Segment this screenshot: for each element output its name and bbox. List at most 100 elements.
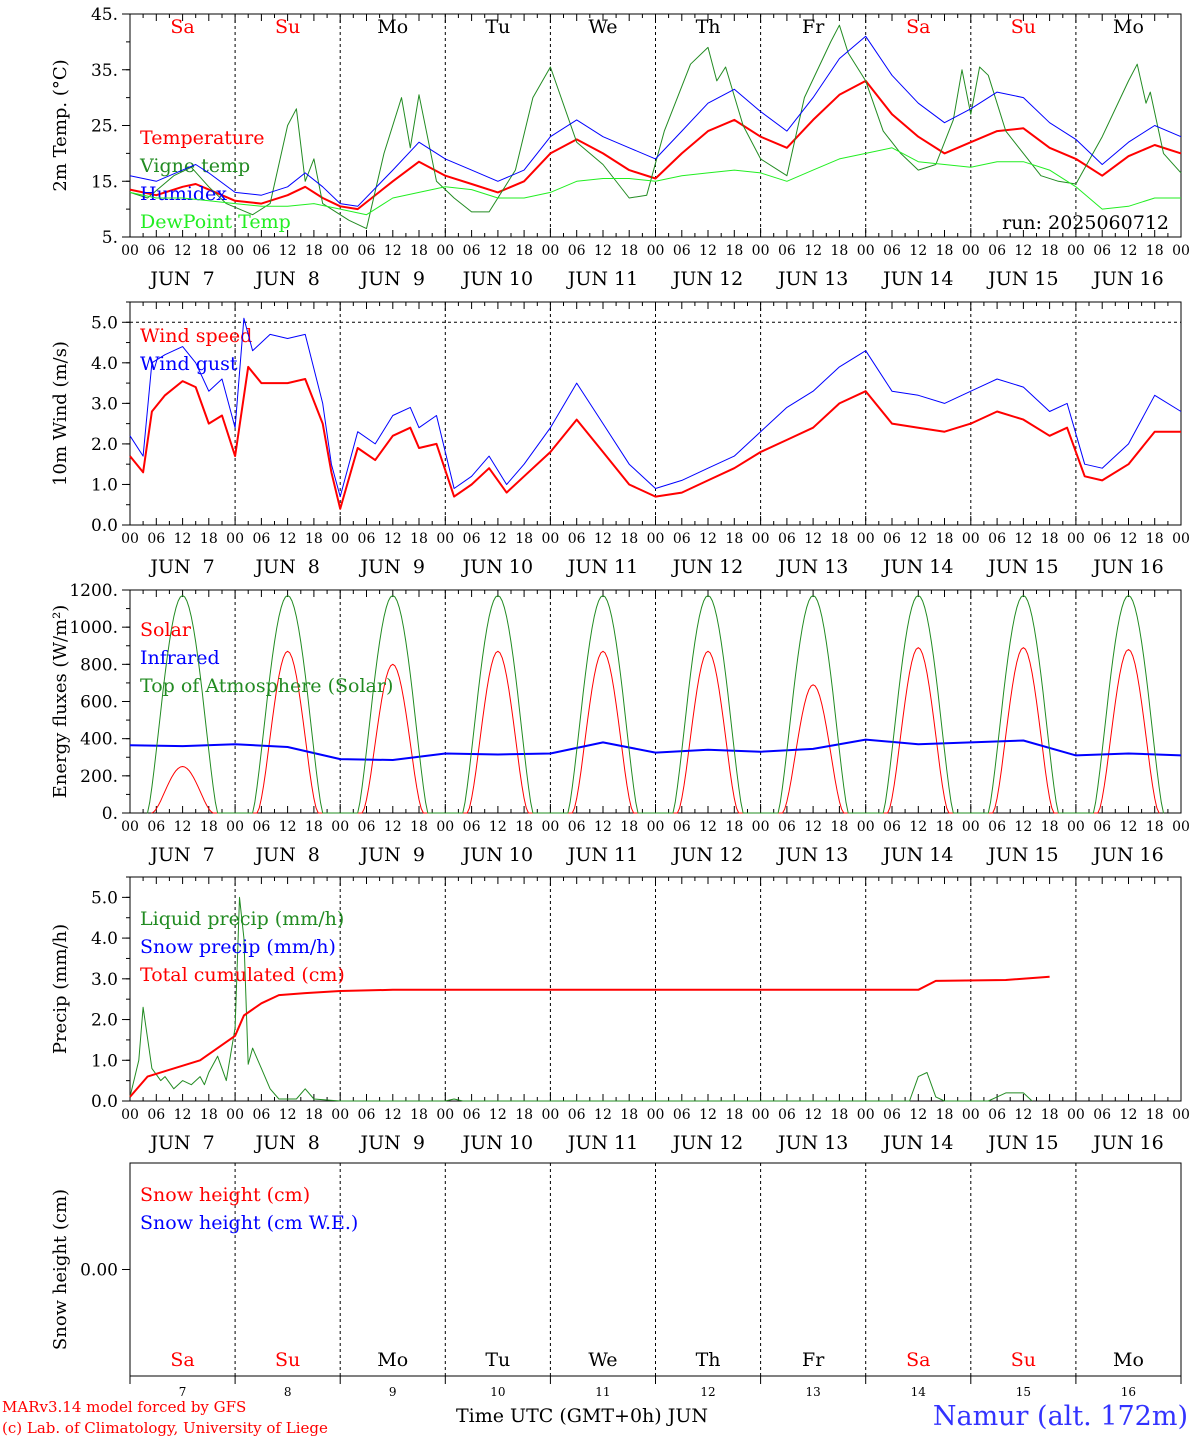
date-label-1-7: JUN 14 [881, 556, 953, 578]
hour-label-0-5-0: 00 [647, 243, 665, 259]
date-label-0-3: JUN 10 [461, 268, 533, 290]
legend-entry-1-0: Wind speed [140, 325, 252, 347]
hour-label-1-4-0: 00 [541, 531, 559, 547]
y-axis-title-3: Precip (mm/h) [50, 924, 71, 1054]
date-label-0-9: JUN 16 [1091, 268, 1163, 290]
hour-label-0-4-0: 00 [541, 243, 559, 259]
hour-label-1-3-2: 12 [489, 531, 507, 547]
y-tick-label-2-0: 0. [102, 804, 118, 824]
y-tick-label-1-1: 1.0 [91, 475, 118, 495]
hour-label-0-2-0: 00 [331, 243, 349, 259]
hour-label-3-7-0: 00 [857, 1107, 875, 1123]
weekday-bottom-4: We [588, 1349, 617, 1371]
date-label-2-3: JUN 10 [461, 844, 533, 866]
date-label-1-3: JUN 10 [461, 556, 533, 578]
date-label-1-6: JUN 13 [776, 556, 848, 578]
date-label-1-9: JUN 16 [1091, 556, 1163, 578]
hour-label-0-2-2: 12 [384, 243, 402, 259]
hour-label-2-4-1: 06 [568, 819, 586, 835]
y-axis-title-4: Snow height (cm) [50, 1189, 71, 1350]
y-tick-label-3-4: 4.0 [91, 929, 118, 949]
hour-label-3-7-3: 18 [936, 1107, 954, 1123]
hour-ticks-0 [129, 14, 1182, 237]
panel-frame-2 [129, 589, 1182, 814]
hour-label-1-6-1: 06 [778, 531, 796, 547]
hour-label-0-1-3: 18 [305, 243, 323, 259]
hour-label-1-8-3: 18 [1041, 531, 1059, 547]
hour-label-1-4-2: 12 [594, 531, 612, 547]
weekday-top-7: Sa [906, 16, 930, 38]
day-number-9: 16 [1121, 1385, 1136, 1399]
weekday-top-5: Th [696, 16, 721, 38]
hour-label-1-3-3: 18 [515, 531, 533, 547]
hour-label-2-6-0: 00 [752, 819, 770, 835]
date-label-3-5: JUN 12 [671, 1132, 743, 1154]
y-tick-label-1-5: 5.0 [91, 313, 118, 333]
legend-entry-0-2: Humidex [140, 183, 227, 205]
series-line-2-1 [129, 738, 1182, 761]
hour-label-1-2-0: 00 [331, 531, 349, 547]
legend-entry-2-1: Infrared [140, 647, 220, 669]
hour-label-3-2-1: 06 [358, 1107, 376, 1123]
date-label-2-4: JUN 11 [566, 844, 638, 866]
hour-label-1-2-3: 18 [410, 531, 428, 547]
hour-label-1-9-2: 12 [1120, 531, 1138, 547]
hour-label-1-5-2: 12 [699, 531, 717, 547]
day-number-7: 14 [911, 1385, 927, 1399]
hour-label-0-9-0: 00 [1067, 243, 1085, 259]
model-credit: MARv3.14 model forced by GFS [2, 1398, 247, 1416]
series-line-0-0 [129, 79, 1182, 211]
date-label-2-0: JUN 7 [148, 844, 214, 866]
hour-label-0-3-0: 00 [436, 243, 454, 259]
hour-label-1-0-2: 12 [174, 531, 192, 547]
hour-label-3-9-3: 18 [1146, 1107, 1164, 1123]
date-label-2-5: JUN 12 [671, 844, 743, 866]
date-label-0-2: JUN 9 [359, 268, 425, 290]
lab-credit: (c) Lab. of Climatology, University of L… [2, 1419, 328, 1437]
hour-label-1-9-3: 18 [1146, 531, 1164, 547]
y-axis-title-1: 10m Wind (m/s) [50, 341, 71, 486]
weekday-bottom-8: Su [1011, 1349, 1036, 1371]
hour-label-1-1-0: 00 [226, 531, 244, 547]
series-line-3-2 [129, 975, 1050, 1098]
legend-entry-3-0: Liquid precip (mm/h) [140, 908, 344, 930]
hour-label-0-8-0: 00 [962, 243, 980, 259]
hour-label-2-1-3: 18 [305, 819, 323, 835]
hour-label-0-9-3: 18 [1146, 243, 1164, 259]
hour-label-1-1-1: 06 [252, 531, 270, 547]
day-number-2: 9 [389, 1385, 397, 1399]
hour-label-3-2-2: 12 [384, 1107, 402, 1123]
date-label-1-4: JUN 11 [566, 556, 638, 578]
hour-label-0-7-0: 00 [857, 243, 875, 259]
hour-label-0-7-1: 06 [883, 243, 901, 259]
month-label: JUN [667, 1405, 709, 1427]
hour-label-1-7-2: 12 [909, 531, 927, 547]
hour-label-0-9-1: 06 [1093, 243, 1111, 259]
hour-label-1-6-2: 12 [804, 531, 822, 547]
y-tick-label-2-3: 600. [80, 693, 118, 713]
hour-label-0-3-3: 18 [515, 243, 533, 259]
hour-label-0-0-3: 18 [200, 243, 218, 259]
hour-label-1-7-0: 00 [857, 531, 875, 547]
y-tick-label-1-4: 4.0 [91, 354, 118, 374]
y-tick-label-0-3: 35. [91, 61, 118, 81]
y-tick-label-0-1: 15. [91, 172, 118, 192]
day-number-3: 10 [490, 1385, 505, 1399]
date-label-1-5: JUN 12 [671, 556, 743, 578]
hour-label-2-4-3: 18 [620, 819, 638, 835]
hour-label-1-0-1: 06 [147, 531, 165, 547]
legend-entry-4-1: Snow height (cm W.E.) [140, 1212, 358, 1234]
date-label-3-0: JUN 7 [148, 1132, 214, 1154]
y-tick-label-3-1: 1.0 [91, 1051, 118, 1071]
series-line-3-0 [129, 896, 1033, 1102]
hour-label-3-9-1: 06 [1093, 1107, 1111, 1123]
date-label-3-8: JUN 15 [986, 1132, 1058, 1154]
y-tick-label-2-4: 800. [80, 655, 118, 675]
hour-label-2-9-2: 12 [1120, 819, 1138, 835]
hour-label-0-6-3: 18 [831, 243, 849, 259]
series-line-1-1 [129, 317, 1182, 498]
hour-label-3-0-2: 12 [174, 1107, 192, 1123]
hour-label-0-7-3: 18 [936, 243, 954, 259]
hour-label-0-4-2: 12 [594, 243, 612, 259]
series-line-2-2 [147, 595, 1164, 814]
